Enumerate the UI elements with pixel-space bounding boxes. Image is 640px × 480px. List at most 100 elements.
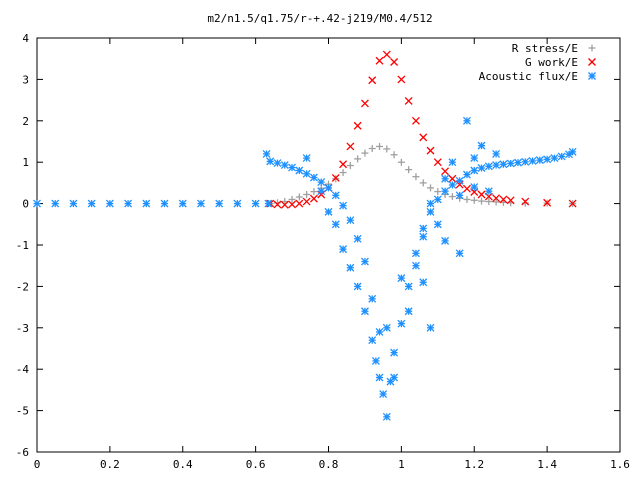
data-point: [273, 159, 282, 167]
x-tick-label: 1.6: [610, 458, 630, 471]
data-point: [317, 178, 326, 187]
data-point: [346, 162, 354, 170]
data-point: [412, 173, 420, 181]
data-point: [390, 348, 399, 357]
data-point: [427, 184, 435, 192]
data-point: [295, 193, 303, 201]
data-point: [379, 390, 388, 398]
data-point: [339, 169, 347, 177]
data-point: [419, 232, 428, 241]
data-point: [528, 156, 537, 165]
data-point: [455, 191, 464, 200]
data-point: [233, 199, 242, 208]
data-point: [506, 159, 515, 168]
data-point: [477, 141, 486, 150]
data-point: [382, 412, 391, 421]
data-point: [331, 173, 340, 182]
data-point: [433, 195, 442, 204]
data-point: [360, 257, 369, 266]
chart-title: m2/n1.5/q1.75/r-+.42-j219/M0.4/512: [207, 12, 432, 25]
data-point: [426, 199, 435, 208]
data-point: [397, 274, 406, 283]
data-point: [463, 184, 471, 193]
data-point: [411, 261, 420, 270]
y-tick-label: 0: [22, 198, 29, 211]
data-point: [492, 194, 501, 203]
y-tick-label: -3: [16, 322, 29, 335]
data-point: [565, 150, 573, 159]
x-tick-label: 0: [34, 458, 41, 471]
x-tick-label: 0.6: [246, 458, 266, 471]
data-point: [105, 199, 114, 208]
data-point: [288, 195, 296, 203]
axis-ticks: 0 0.2 0.4 0.6 0.8 1 1.2 1.4 1.6 4 3 2 1 0 -1 -2 -3 -4 -5 -6: [16, 32, 630, 471]
series-2: [33, 116, 577, 421]
legend-marker: [588, 72, 596, 80]
data-point: [397, 158, 405, 166]
x-tick-label: 1.2: [464, 458, 484, 471]
data-point: [303, 190, 311, 198]
data-point: [390, 373, 399, 382]
data-point: [375, 373, 384, 382]
data-point: [485, 198, 493, 206]
data-point: [302, 169, 311, 178]
data-point: [478, 197, 486, 205]
data-point: [353, 234, 362, 243]
data-point: [484, 187, 493, 196]
data-point: [441, 174, 450, 183]
data-point: [433, 158, 442, 167]
data-point: [346, 216, 355, 225]
data-point: [426, 323, 435, 332]
y-tick-label: 2: [22, 115, 29, 128]
data-point: [324, 207, 333, 216]
data-point: [197, 199, 205, 208]
data-point: [499, 195, 508, 204]
data-point: [353, 282, 362, 291]
data-point: [353, 121, 362, 130]
data-point: [382, 323, 391, 332]
x-tick-label: 1.4: [537, 458, 557, 471]
data-point: [568, 147, 577, 156]
data-point: [368, 145, 376, 153]
data-point: [346, 142, 355, 151]
data-point: [543, 198, 552, 207]
data-point: [33, 199, 41, 208]
data-point: [470, 154, 479, 163]
data-point: [371, 356, 380, 365]
legend-label: Acoustic flux/E: [479, 70, 578, 83]
data-point: [309, 194, 318, 203]
data-point: [160, 199, 169, 208]
x-tick-label: 0.4: [173, 458, 193, 471]
data-point: [390, 58, 399, 66]
data-point: [51, 199, 60, 208]
data-point: [375, 327, 384, 336]
y-tick-label: -6: [16, 446, 29, 459]
data-point: [339, 245, 348, 254]
data-point: [411, 249, 420, 258]
legend-marker: [588, 44, 596, 52]
data-point: [521, 197, 530, 206]
data-point: [434, 188, 442, 196]
data-point: [492, 198, 500, 206]
data-point: [404, 96, 413, 105]
data-point: [433, 220, 442, 229]
data-point: [463, 195, 471, 203]
data-point: [262, 149, 271, 158]
data-point: [543, 155, 552, 164]
data-point: [470, 183, 479, 191]
y-tick-label: 4: [22, 32, 29, 45]
data-point: [354, 155, 362, 163]
data-point: [368, 76, 377, 85]
data-point: [375, 56, 384, 65]
data-point: [251, 199, 260, 208]
data-point: [386, 377, 395, 386]
data-point: [339, 201, 348, 210]
data-point: [295, 199, 304, 208]
data-point: [266, 157, 275, 166]
data-point: [302, 197, 311, 206]
data-point: [521, 157, 530, 166]
data-point: [310, 188, 318, 196]
data-point: [499, 160, 508, 169]
data-point: [441, 236, 450, 245]
